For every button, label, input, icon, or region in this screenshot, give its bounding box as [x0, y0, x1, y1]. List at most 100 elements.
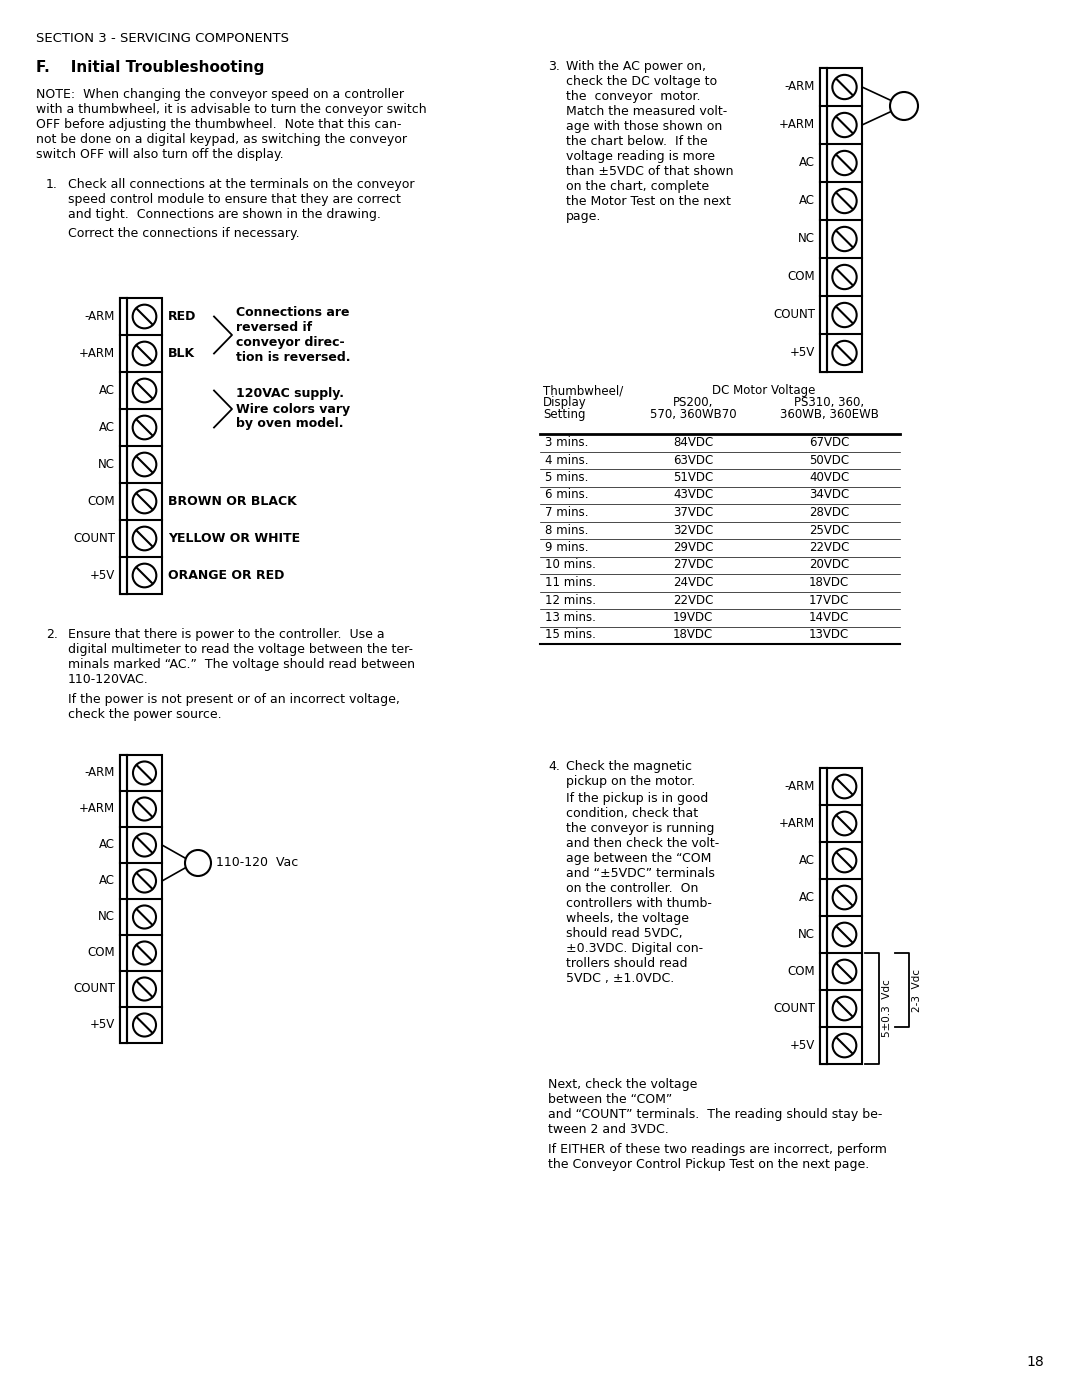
- Text: 3 mins.: 3 mins.: [545, 436, 589, 448]
- Text: 25VDC: 25VDC: [809, 524, 849, 536]
- Text: the chart below.  If the: the chart below. If the: [566, 136, 707, 148]
- Circle shape: [833, 996, 856, 1020]
- Text: 2-3  Vdc: 2-3 Vdc: [912, 968, 922, 1011]
- Text: Ensure that there is power to the controller.  Use a: Ensure that there is power to the contro…: [68, 629, 384, 641]
- Text: AC: AC: [799, 194, 815, 208]
- Text: 110-120VAC.: 110-120VAC.: [68, 673, 149, 686]
- Bar: [120, 298, 162, 594]
- Text: NC: NC: [798, 928, 815, 942]
- Text: +ARM: +ARM: [79, 346, 114, 360]
- Text: between the “COM”: between the “COM”: [548, 1092, 672, 1106]
- Bar: [120, 754, 127, 1044]
- Text: and “±5VDC” terminals: and “±5VDC” terminals: [566, 868, 715, 880]
- Text: 32VDC: 32VDC: [673, 524, 713, 536]
- Bar: [820, 68, 862, 372]
- Text: COUNT: COUNT: [773, 1002, 815, 1016]
- Text: 24VDC: 24VDC: [673, 576, 713, 590]
- Text: COUNT: COUNT: [73, 982, 114, 996]
- Circle shape: [833, 812, 856, 835]
- Text: 9 mins.: 9 mins.: [545, 541, 589, 555]
- Text: controllers with thumb-: controllers with thumb-: [566, 897, 712, 909]
- Text: Next, check the voltage: Next, check the voltage: [548, 1078, 698, 1091]
- Text: PS310, 360,: PS310, 360,: [794, 395, 864, 409]
- Text: -ARM: -ARM: [84, 310, 114, 323]
- Circle shape: [833, 265, 856, 289]
- Text: 10 mins.: 10 mins.: [545, 559, 596, 571]
- Text: AC: AC: [799, 854, 815, 868]
- Text: BLK: BLK: [168, 346, 195, 360]
- Text: M: M: [899, 99, 909, 113]
- Text: AC: AC: [99, 420, 114, 434]
- Text: Check all connections at the terminals on the conveyor: Check all connections at the terminals o…: [68, 177, 415, 191]
- Text: 18: 18: [1026, 1355, 1044, 1369]
- Text: RED: RED: [168, 310, 197, 323]
- Text: M: M: [192, 856, 203, 869]
- Text: not be done on a digital keypad, as switching the conveyor: not be done on a digital keypad, as swit…: [36, 133, 407, 147]
- Text: NC: NC: [98, 911, 114, 923]
- Text: Display: Display: [543, 395, 586, 409]
- Text: -ARM: -ARM: [785, 780, 815, 793]
- Text: age with those shown on: age with those shown on: [566, 120, 723, 133]
- Text: on the controller.  On: on the controller. On: [566, 882, 699, 895]
- Text: pickup on the motor.: pickup on the motor.: [566, 775, 696, 788]
- Text: YELLOW OR WHITE: YELLOW OR WHITE: [168, 532, 300, 545]
- Text: check the DC voltage to: check the DC voltage to: [566, 75, 717, 88]
- Text: 43VDC: 43VDC: [673, 489, 713, 502]
- Text: 570, 360WB70: 570, 360WB70: [650, 408, 737, 420]
- Text: 4 mins.: 4 mins.: [545, 454, 589, 467]
- Text: NOTE:  When changing the conveyor speed on a controller: NOTE: When changing the conveyor speed o…: [36, 88, 404, 101]
- Text: 28VDC: 28VDC: [809, 506, 849, 520]
- Text: the  conveyor  motor.: the conveyor motor.: [566, 89, 701, 103]
- Circle shape: [133, 761, 156, 785]
- Text: +5V: +5V: [789, 1039, 815, 1052]
- Circle shape: [133, 942, 156, 964]
- Circle shape: [833, 341, 856, 365]
- Text: +5V: +5V: [789, 346, 815, 359]
- Text: than ±5VDC of that shown: than ±5VDC of that shown: [566, 165, 733, 177]
- Text: 12 mins.: 12 mins.: [545, 594, 596, 606]
- Text: NC: NC: [798, 232, 815, 246]
- Text: 22VDC: 22VDC: [673, 594, 713, 606]
- Text: 50VDC: 50VDC: [809, 454, 849, 467]
- Text: voltage reading is more: voltage reading is more: [566, 149, 715, 163]
- Text: wheels, the voltage: wheels, the voltage: [566, 912, 689, 925]
- Text: speed control module to ensure that they are correct: speed control module to ensure that they…: [68, 193, 401, 205]
- Text: COM: COM: [87, 495, 114, 509]
- Bar: [120, 754, 162, 1044]
- Text: SECTION 3 - SERVICING COMPONENTS: SECTION 3 - SERVICING COMPONENTS: [36, 32, 289, 45]
- Text: and “COUNT” terminals.  The reading should stay be-: and “COUNT” terminals. The reading shoul…: [548, 1108, 882, 1120]
- Text: +5V: +5V: [90, 1018, 114, 1031]
- Text: +ARM: +ARM: [779, 817, 815, 830]
- Text: 15 mins.: 15 mins.: [545, 629, 596, 641]
- Bar: [820, 768, 862, 1065]
- Text: 37VDC: 37VDC: [673, 506, 713, 520]
- Text: digital multimeter to read the voltage between the ter-: digital multimeter to read the voltage b…: [68, 643, 413, 657]
- Text: -ARM: -ARM: [84, 767, 114, 780]
- Text: COUNT: COUNT: [73, 532, 114, 545]
- Circle shape: [133, 869, 156, 893]
- Text: switch OFF will also turn off the display.: switch OFF will also turn off the displa…: [36, 148, 284, 161]
- Text: with a thumbwheel, it is advisable to turn the conveyor switch: with a thumbwheel, it is advisable to tu…: [36, 103, 427, 116]
- Text: Match the measured volt-: Match the measured volt-: [566, 105, 727, 117]
- Circle shape: [833, 303, 856, 327]
- Circle shape: [133, 342, 157, 366]
- Text: age between the “COM: age between the “COM: [566, 852, 712, 865]
- Circle shape: [133, 416, 157, 439]
- Text: F.    Initial Troubleshooting: F. Initial Troubleshooting: [36, 60, 265, 75]
- Text: ORANGE OR RED: ORANGE OR RED: [168, 569, 284, 583]
- Text: 29VDC: 29VDC: [673, 541, 713, 555]
- Text: 14VDC: 14VDC: [809, 610, 849, 624]
- Text: OFF before adjusting the thumbwheel.  Note that this can-: OFF before adjusting the thumbwheel. Not…: [36, 117, 402, 131]
- Circle shape: [890, 92, 918, 120]
- Text: the Conveyor Control Pickup Test on the next page.: the Conveyor Control Pickup Test on the …: [548, 1158, 869, 1171]
- Text: 5±0.3  Vdc: 5±0.3 Vdc: [882, 979, 892, 1038]
- Circle shape: [833, 75, 856, 99]
- Text: AC: AC: [99, 875, 114, 887]
- Circle shape: [133, 978, 156, 1000]
- Text: page.: page.: [566, 210, 602, 224]
- Text: COM: COM: [787, 965, 815, 978]
- Circle shape: [133, 1013, 156, 1037]
- Text: on the chart, complete: on the chart, complete: [566, 180, 710, 193]
- Circle shape: [833, 189, 856, 214]
- Text: AC: AC: [799, 891, 815, 904]
